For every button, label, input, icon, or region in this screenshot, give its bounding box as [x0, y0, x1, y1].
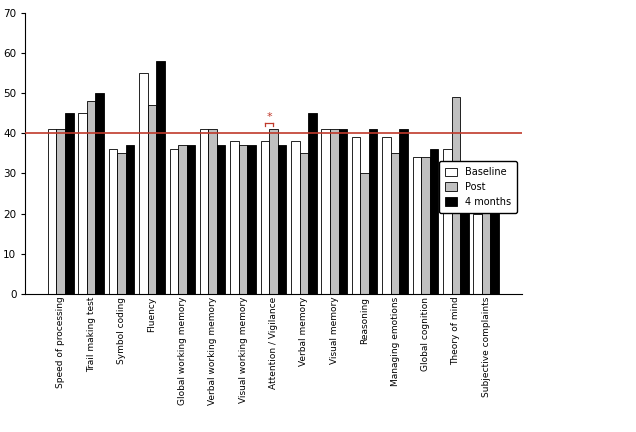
- Bar: [421, 157, 430, 294]
- Bar: [95, 93, 104, 294]
- Bar: [65, 113, 74, 294]
- Bar: [321, 129, 330, 294]
- Bar: [178, 145, 186, 294]
- Bar: [48, 129, 57, 294]
- Bar: [443, 149, 452, 294]
- Bar: [109, 149, 117, 294]
- Bar: [473, 213, 482, 294]
- Bar: [278, 145, 286, 294]
- Bar: [209, 129, 217, 294]
- Bar: [413, 157, 421, 294]
- Bar: [78, 113, 87, 294]
- Bar: [291, 141, 300, 294]
- Bar: [361, 173, 369, 294]
- Bar: [230, 141, 239, 294]
- Bar: [117, 153, 126, 294]
- Bar: [261, 141, 269, 294]
- Bar: [57, 129, 65, 294]
- Bar: [269, 129, 278, 294]
- Bar: [170, 149, 178, 294]
- Bar: [391, 153, 399, 294]
- Bar: [126, 145, 134, 294]
- Legend: Baseline, Post, 4 months: Baseline, Post, 4 months: [439, 162, 516, 213]
- Bar: [460, 162, 469, 294]
- Bar: [239, 145, 247, 294]
- Bar: [186, 145, 195, 294]
- Bar: [148, 105, 156, 294]
- Bar: [200, 129, 209, 294]
- Bar: [352, 137, 361, 294]
- Bar: [308, 113, 317, 294]
- Bar: [156, 61, 165, 294]
- Bar: [430, 149, 438, 294]
- Bar: [247, 145, 256, 294]
- Bar: [452, 97, 460, 294]
- Bar: [490, 173, 499, 294]
- Bar: [217, 145, 226, 294]
- Bar: [369, 129, 377, 294]
- Bar: [399, 129, 408, 294]
- Bar: [139, 73, 148, 294]
- Bar: [300, 153, 308, 294]
- Bar: [382, 137, 391, 294]
- Bar: [87, 101, 95, 294]
- Bar: [330, 129, 338, 294]
- Text: *: *: [266, 112, 272, 122]
- Bar: [482, 181, 490, 294]
- Bar: [338, 129, 347, 294]
